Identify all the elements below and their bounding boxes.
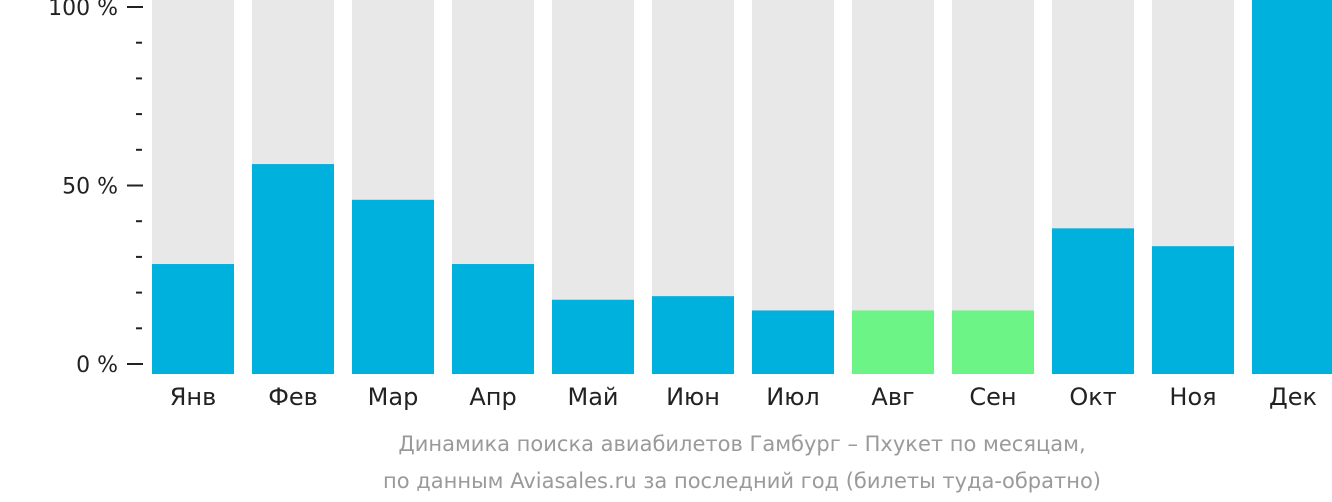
caption-line-1: Динамика поиска авиабилетов Гамбург – Пх… [398, 432, 1085, 456]
bar-1 [152, 264, 234, 374]
y-tick-label: 100 % [48, 0, 118, 21]
bar-12 [1252, 0, 1332, 374]
bar-9 [952, 310, 1034, 374]
x-tick-label: Янв [170, 383, 217, 411]
x-tick-label: Май [567, 383, 618, 411]
bar-6 [652, 296, 734, 374]
x-tick-label: Ноя [1169, 383, 1216, 411]
bar-4 [452, 264, 534, 374]
caption-line-2: по данным Aviasales.ru за последний год … [383, 469, 1101, 493]
x-tick-label: Июн [666, 383, 720, 411]
x-tick-label: Авг [871, 383, 914, 411]
x-tick-label: Фев [268, 383, 318, 411]
y-axis: 100 % 50 % 0 % [48, 0, 143, 378]
x-tick-label: Мар [368, 383, 419, 411]
bar-5 [552, 299, 634, 374]
x-tick-label: Сен [969, 383, 1016, 411]
x-tick-label: Дек [1269, 383, 1317, 411]
y-tick-label: 50 % [62, 175, 118, 200]
bar-11 [1152, 246, 1234, 374]
bar-8 [852, 310, 934, 374]
x-tick-label: Июл [766, 383, 820, 411]
y-tick-label: 0 % [76, 353, 118, 378]
bar-2 [252, 164, 334, 374]
x-tick-label: Апр [469, 383, 516, 411]
bar-3 [352, 199, 434, 374]
bar-7 [752, 310, 834, 374]
bars [152, 0, 1332, 374]
bar-10 [1052, 228, 1134, 374]
x-tick-label: Окт [1069, 383, 1116, 411]
x-axis-labels: Янв Фев Мар Апр Май Июн Июл Авг Сен Окт Ноя Дек [170, 383, 1317, 411]
